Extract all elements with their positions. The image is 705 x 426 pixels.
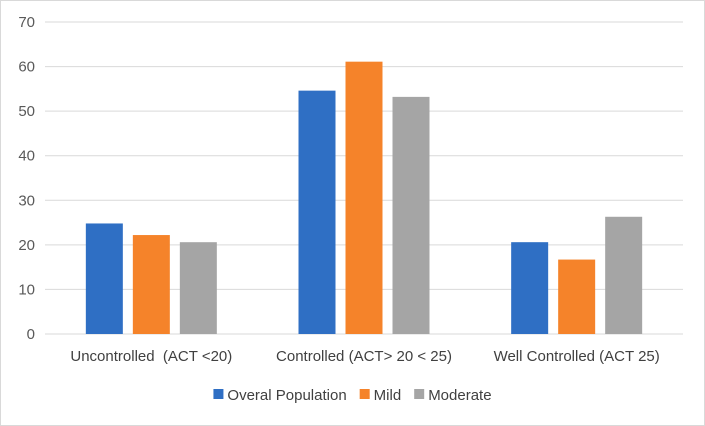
bar-mild-0	[132, 235, 170, 334]
bar-moderate-0	[179, 242, 217, 334]
legend-label: Overal Population	[227, 387, 346, 404]
x-category-label: Controlled (ACT> 20 < 25)	[276, 348, 452, 365]
legend-swatch	[213, 389, 224, 399]
x-category-label: Uncontrolled (ACT <20)	[70, 348, 232, 365]
bar-overal-population-2	[511, 242, 549, 334]
legend-swatch	[359, 389, 370, 399]
y-tick-label: 0	[27, 326, 35, 343]
legend: Overal Population Mild Moderate	[213, 387, 492, 404]
y-tick-label: 10	[18, 281, 35, 298]
legend-label: Moderate	[428, 387, 491, 404]
bar-overal-population-0	[85, 223, 123, 334]
y-tick-label: 40	[18, 148, 35, 165]
y-tick-label: 60	[18, 59, 35, 76]
bar-mild-1	[345, 61, 383, 334]
x-axis-categories: Uncontrolled (ACT <20) Controlled (ACT> 2…	[70, 348, 659, 365]
bar-moderate-2	[605, 216, 643, 334]
x-category-label: Well Controlled (ACT 25)	[494, 348, 660, 365]
y-axis-ticks: 0 10 20 30 40 50 60 70	[18, 14, 35, 343]
bar-mild-2	[558, 259, 596, 334]
y-tick-label: 30	[18, 192, 35, 209]
bar-overal-population-1	[298, 90, 336, 334]
y-tick-label: 70	[18, 14, 35, 31]
bar-moderate-1	[392, 96, 430, 334]
y-tick-label: 20	[18, 237, 35, 254]
bars	[85, 61, 643, 334]
y-tick-label: 50	[18, 103, 35, 120]
legend-swatch	[414, 389, 425, 399]
legend-label: Mild	[374, 387, 402, 404]
